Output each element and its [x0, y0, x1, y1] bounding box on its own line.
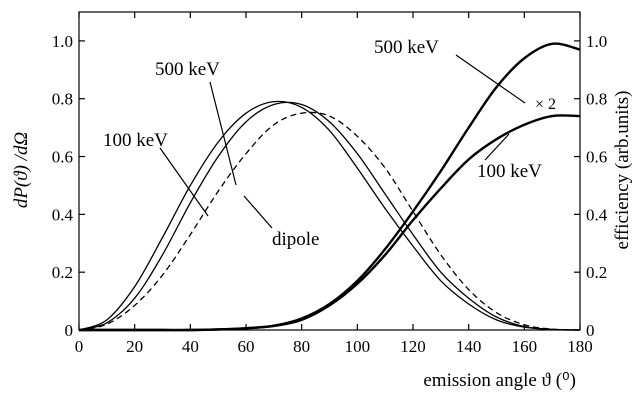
y-tick-label-right-0: 0: [586, 321, 595, 340]
y-tick-label-right-5: 1.0: [586, 32, 607, 51]
y-axis-title-right: efficiency (arb.units): [612, 91, 633, 250]
x-tick-label-3: 60: [238, 337, 255, 356]
x-tick-label-2: 40: [182, 337, 199, 356]
x-tick-label-1: 20: [126, 337, 143, 356]
series-line-2: [78, 111, 581, 331]
x-tick-label-5: 100: [345, 337, 371, 356]
series-line-1: [78, 101, 581, 331]
plot-frame: [78, 11, 581, 331]
y-axis-title-left: dP(ϑ) /dΩ: [11, 132, 32, 209]
y-tick-label-left-3: 0.6: [52, 148, 73, 167]
plot-area: [78, 42, 581, 332]
x-tick-label-6: 120: [400, 337, 426, 356]
x-tick-label-9: 180: [567, 337, 593, 356]
x-tick-label-0: 0: [75, 337, 84, 356]
annotation-100kev-left: 100 keV: [103, 130, 168, 151]
x-axis-title: emission angle ϑ (⁰): [423, 370, 576, 391]
y-tick-label-right-4: 0.8: [586, 90, 607, 109]
arrow-100kev-left: [159, 147, 209, 217]
annotation-500kev-right: 500 keV: [374, 37, 439, 58]
annotation-dipole: dipole: [272, 229, 320, 250]
series-line-3: [79, 42, 581, 332]
x-tick-label-8: 160: [512, 337, 538, 356]
x-tick-label-4: 80: [293, 337, 310, 356]
y-tick-label-right-1: 0.2: [586, 263, 607, 282]
arrow-500kev-left: [209, 81, 237, 186]
y-tick-label-left-2: 0.4: [52, 205, 74, 224]
y-tick-label-right-2: 0.4: [586, 205, 608, 224]
x-tick-label-7: 140: [456, 337, 482, 356]
axis-ticks: [78, 12, 581, 331]
annotation-times2: × 2: [535, 96, 556, 113]
annotation-100kev-right: 100 keV: [477, 161, 542, 182]
series-line-0: [78, 100, 581, 331]
arrow-100kev-right: [484, 133, 510, 161]
arrow-500kev-right: [455, 54, 526, 104]
y-tick-label-right-3: 0.6: [586, 148, 607, 167]
annotation-500kev-left: 500 keV: [155, 59, 220, 80]
y-tick-label-left-4: 0.8: [52, 90, 73, 109]
arrow-dipole: [243, 195, 273, 229]
y-tick-label-left-0: 0: [65, 321, 74, 340]
y-tick-label-left-5: 1.0: [52, 32, 73, 51]
annotations: 500 keV 100 keV dipole 500 keV × 2 100 k…: [103, 37, 556, 250]
tick-labels: 0 20 40 60 80 100 120 140 160 18000.20.40.60.81.0…: [52, 32, 608, 356]
y-tick-label-left-1: 0.2: [52, 263, 73, 282]
